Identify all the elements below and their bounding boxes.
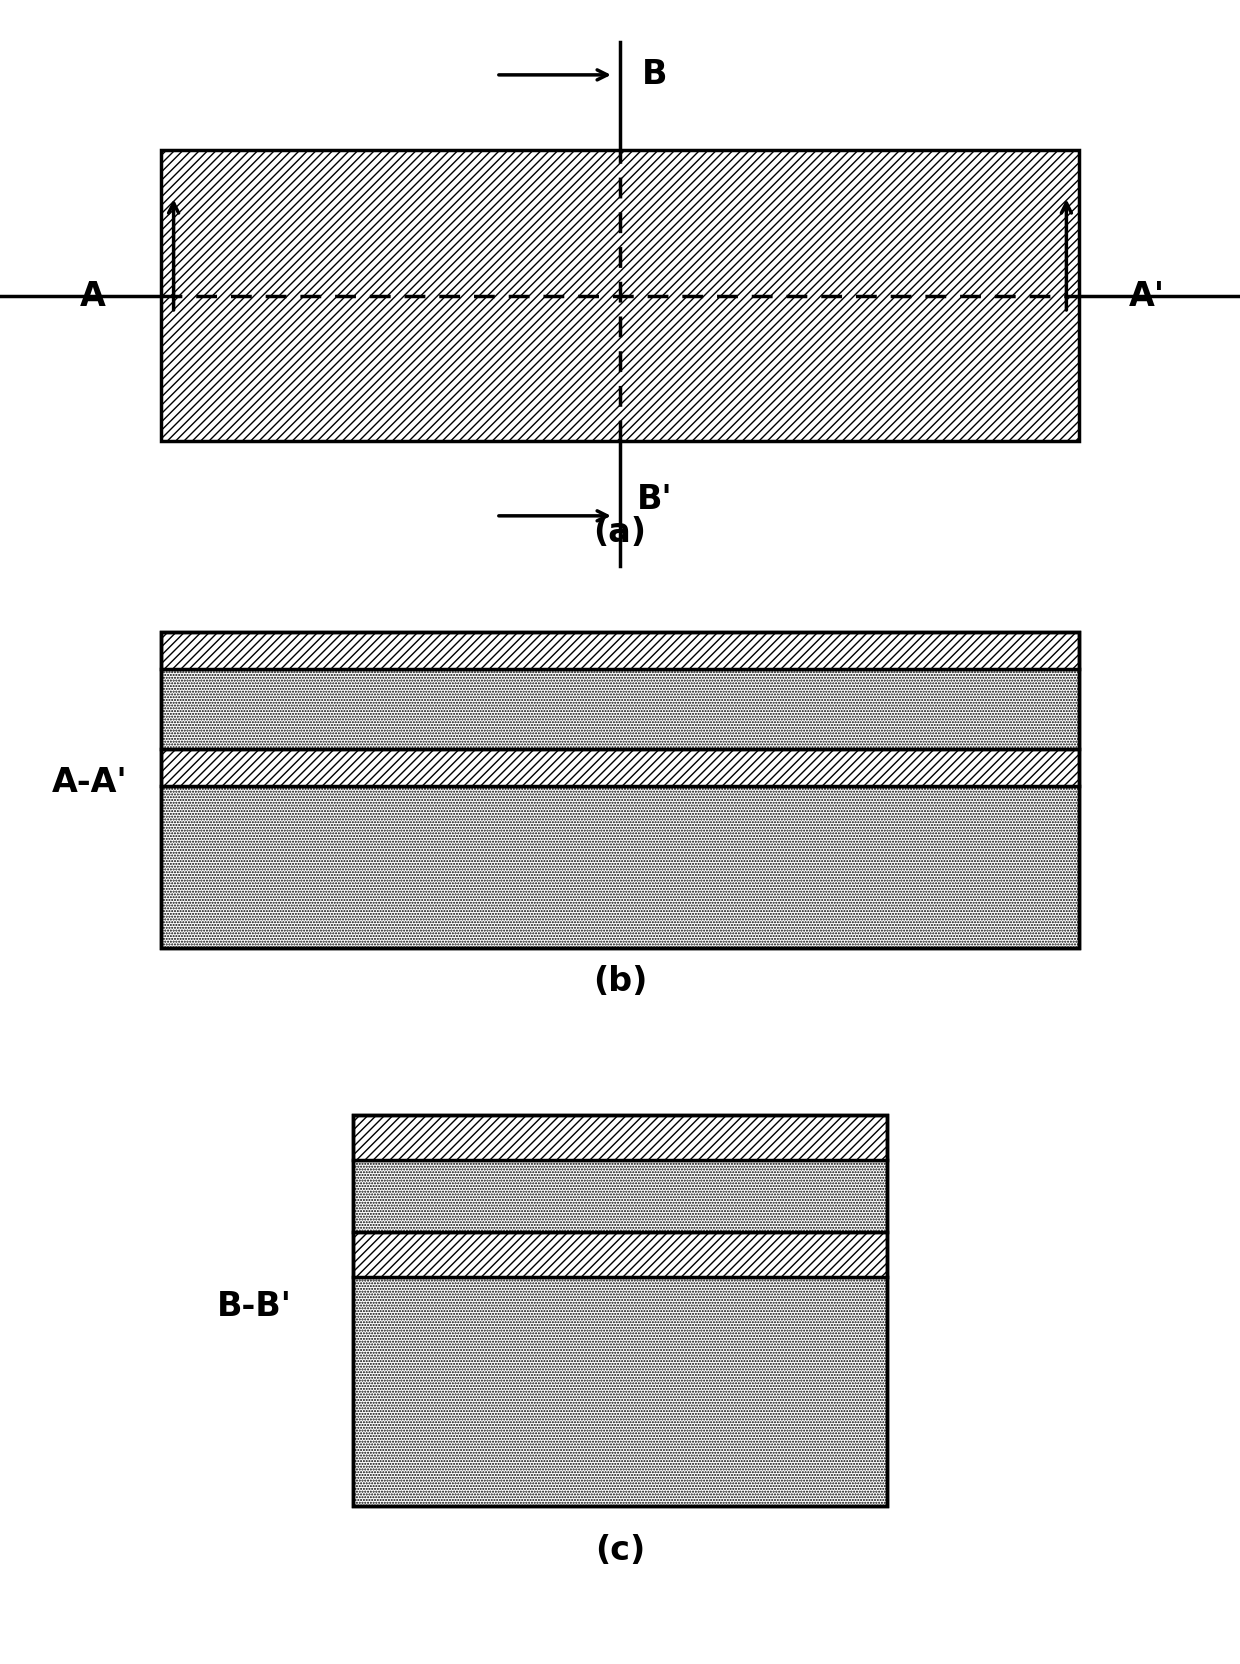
Text: A-A': A-A' [52,765,126,799]
Bar [161,150,1079,441]
Bar [161,632,1079,948]
Bar [353,1278,887,1506]
Text: B: B [642,58,667,92]
Text: B': B' [637,483,672,516]
Bar [353,1231,887,1278]
Bar [161,785,1079,948]
Text: B-B': B-B' [217,1290,291,1323]
Bar [353,1115,887,1160]
Bar [353,1115,887,1506]
Text: (b): (b) [593,965,647,998]
Bar [161,669,1079,749]
Text: (c): (c) [595,1534,645,1567]
Text: A': A' [1128,280,1166,313]
Text: (a): (a) [594,516,646,549]
Bar [161,632,1079,669]
Text: A: A [81,280,105,313]
Bar [161,749,1079,785]
Bar [353,1160,887,1231]
